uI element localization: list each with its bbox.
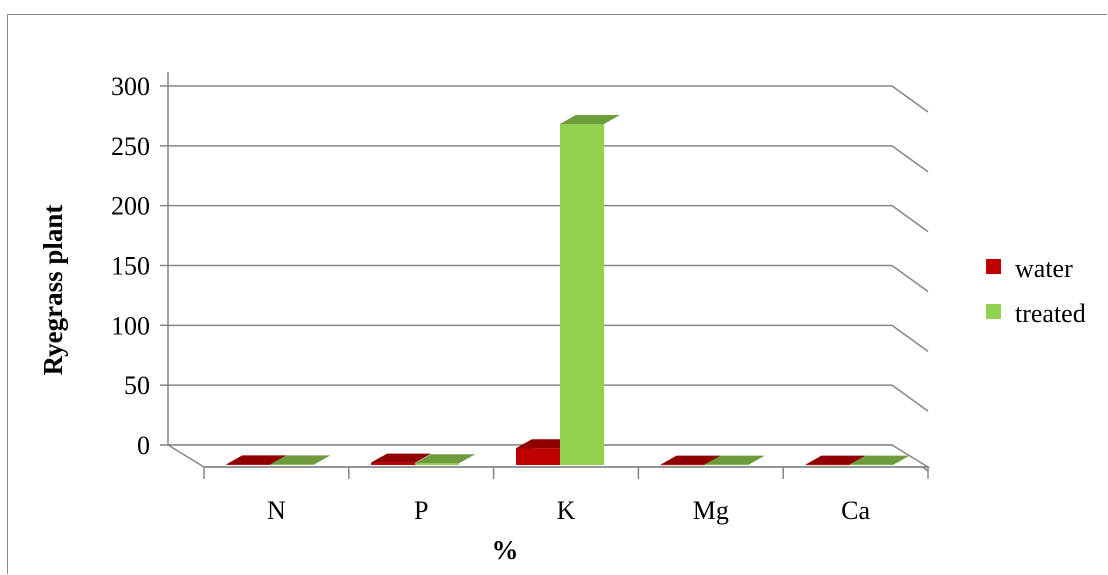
bar-water-N	[226, 455, 287, 465]
bar-front	[270, 464, 315, 465]
gridline-depth	[891, 145, 929, 173]
bar-front	[704, 464, 749, 466]
bar-treated-N	[270, 455, 331, 465]
x-tick-label: Mg	[693, 496, 729, 525]
bar-top	[704, 455, 765, 465]
bar-top	[660, 455, 721, 465]
y-tick-label: 300	[111, 72, 150, 101]
x-tick-label: P	[414, 496, 428, 525]
gridline-depth	[891, 384, 929, 412]
bar-front	[516, 448, 560, 465]
y-tick-label: 0	[137, 431, 150, 460]
bar-front	[371, 462, 416, 465]
y-tick-label: 200	[111, 192, 150, 221]
y-tick-label: 50	[124, 371, 150, 400]
bar-top	[849, 455, 910, 465]
bar-front	[560, 123, 604, 465]
x-tick-label: K	[557, 496, 576, 525]
bar-front	[805, 464, 850, 466]
y-axis-title: Ryegrass plant	[38, 205, 68, 376]
x-tick-label: Ca	[841, 496, 870, 525]
bar-water-P	[371, 453, 432, 465]
legend-label-water: water	[1015, 254, 1073, 283]
gridline-depth	[891, 85, 929, 113]
legend-label-treated: treated	[1015, 299, 1086, 328]
gridline-depth	[891, 205, 929, 233]
bar-top	[415, 454, 476, 464]
legend: water treated	[986, 254, 1086, 328]
bar-front	[660, 464, 705, 466]
x-axis-title: %	[492, 535, 519, 565]
bar-treated-P	[415, 454, 476, 465]
bar-water-Mg	[660, 455, 721, 466]
bar-treated-Ca	[849, 455, 910, 466]
axis-layer	[160, 72, 931, 479]
bar-top	[560, 114, 620, 124]
grid-layer	[168, 85, 929, 472]
y-tick-label: 150	[111, 252, 150, 281]
bar-front	[226, 464, 271, 465]
x-tick-label: N	[267, 496, 286, 525]
label-layer: 0 50 100 150 200 250 300 N P K Mg Ca	[111, 72, 870, 525]
bar-top	[805, 455, 866, 465]
bar-front	[415, 463, 460, 465]
bar-layer	[226, 114, 910, 466]
y-tick-label: 100	[111, 311, 150, 340]
bar-front	[849, 464, 894, 466]
bar-top	[226, 455, 287, 465]
y-tick-label: 250	[111, 132, 150, 161]
legend-swatch-water	[986, 259, 1001, 274]
bar-water-Ca	[805, 455, 866, 466]
legend-swatch-treated	[986, 304, 1001, 319]
bar-top	[270, 455, 331, 465]
bar-treated-K	[560, 114, 620, 465]
bar-top	[371, 453, 432, 463]
gridline-depth	[891, 264, 929, 293]
bar-treated-Mg	[704, 455, 765, 466]
chart-frame	[7, 14, 1107, 574]
gridline-depth	[891, 324, 929, 352]
